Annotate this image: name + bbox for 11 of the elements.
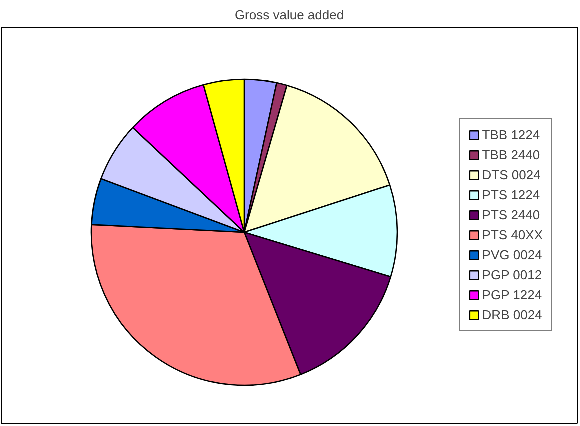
- legend-label: TBB 2440: [482, 148, 540, 162]
- legend-label: PTS 1224: [482, 188, 540, 202]
- chart-title: Gross value added: [234, 8, 344, 22]
- legend-label: DTS 0024: [482, 168, 541, 182]
- legend-label: PGP 1224: [482, 288, 542, 302]
- legend-label: PVG 0024: [482, 248, 542, 262]
- legend-label: PTS 40XX: [482, 228, 543, 242]
- legend-label: PGP 0012: [482, 268, 542, 282]
- legend-label: DRB 0024: [482, 308, 542, 322]
- legend-label: TBB 1224: [482, 128, 540, 142]
- legend-label: PTS 2440: [482, 208, 540, 222]
